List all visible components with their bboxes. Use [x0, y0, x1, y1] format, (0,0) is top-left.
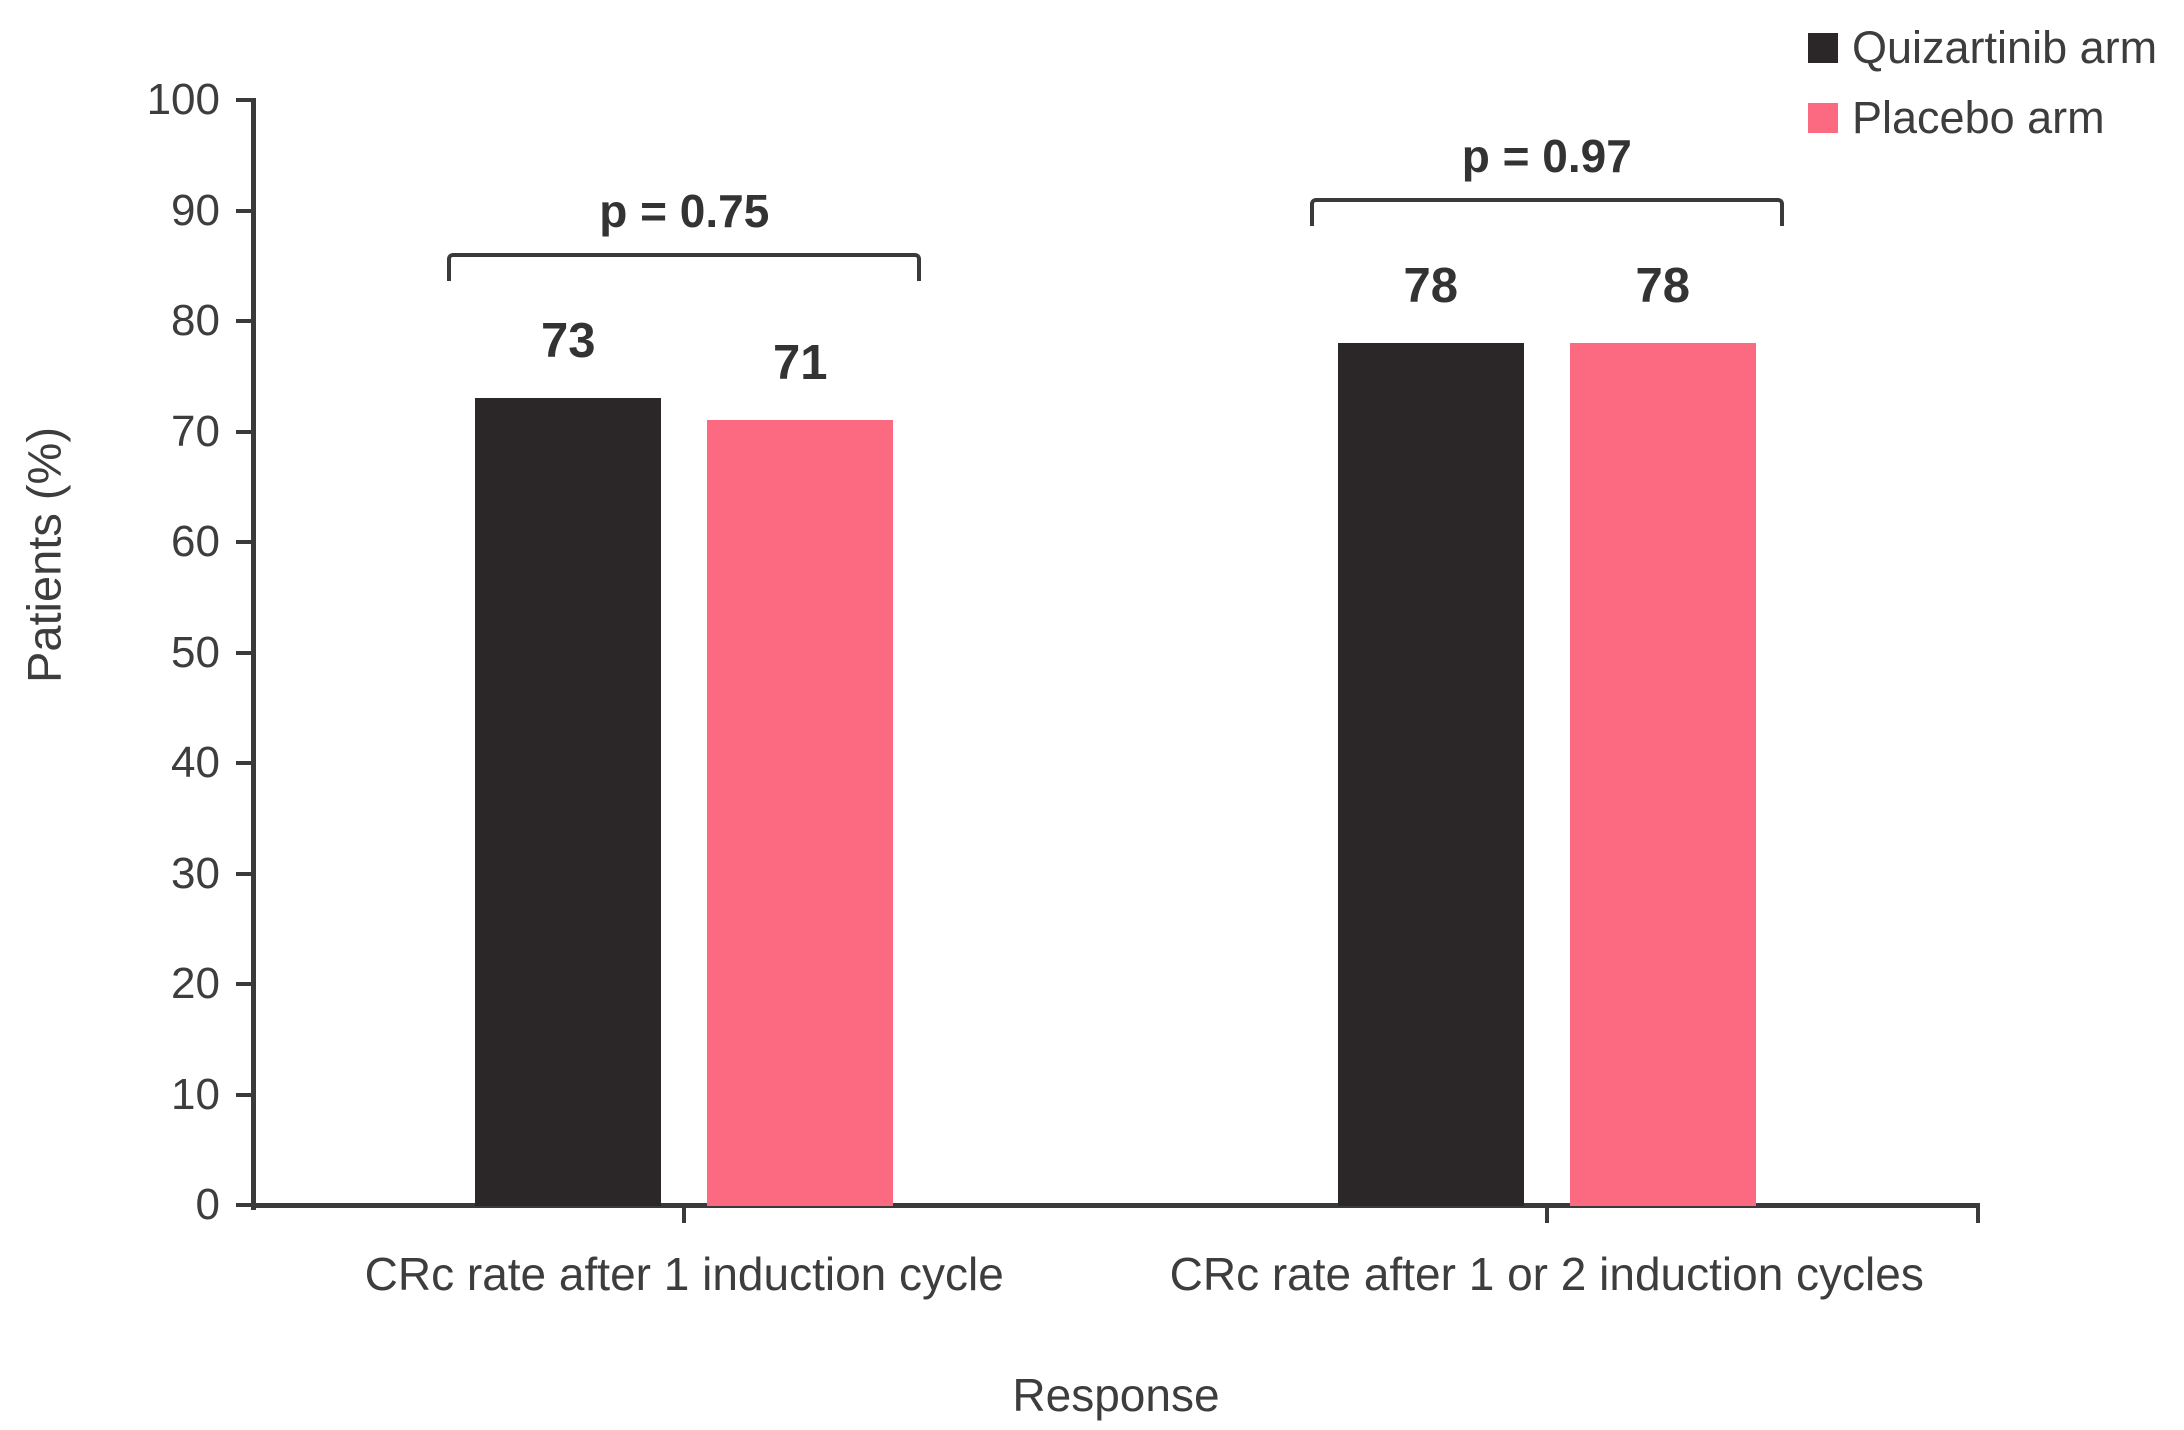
y-axis-tick	[236, 540, 251, 544]
x-category-label: CRc rate after 1 or 2 induction cycles	[1169, 1248, 1924, 1300]
y-axis-tick-label: 80	[171, 296, 220, 345]
y-axis-tick-label: 30	[171, 848, 220, 898]
bar-value-label: 78	[1635, 259, 1690, 314]
y-axis-tick	[236, 208, 251, 213]
y-axis-tick	[236, 650, 251, 655]
y-axis-tick-label: 40	[171, 738, 220, 787]
x-category-label: CRc rate after 1 induction cycle	[364, 1248, 1004, 1300]
significance-bracket	[1309, 198, 1784, 227]
bar-value-label: 73	[540, 314, 596, 369]
y-axis-tick	[236, 429, 251, 434]
y-axis-tick-label: 20	[171, 959, 220, 1008]
bar-value-label: 71	[772, 336, 828, 391]
y-axis-line	[251, 98, 256, 1210]
bar-value-label: 78	[1403, 259, 1458, 314]
legend-label: Placebo arm	[1852, 92, 2105, 143]
p-value-label: p = 0.75	[599, 185, 770, 238]
x-axis-title: Response	[1012, 1369, 1220, 1421]
y-axis-tick	[236, 98, 251, 102]
bar-placebo-arm-category-1	[707, 420, 894, 1206]
y-axis-tick-label: 70	[171, 406, 220, 456]
y-axis-tick-label: 0	[195, 1180, 220, 1229]
legend-swatch-placebo-arm	[1808, 103, 1838, 133]
y-axis-tick-label: 90	[171, 185, 220, 235]
x-axis-end-tick	[1976, 1208, 1980, 1223]
y-axis-tick	[236, 1203, 251, 1207]
y-axis-tick	[236, 982, 251, 986]
legend-label: Quizartinib arm	[1852, 22, 2158, 73]
y-axis-tick-label: 100	[146, 75, 220, 124]
y-axis-tick-label: 50	[171, 627, 220, 677]
p-value-label: p = 0.97	[1461, 130, 1632, 183]
y-axis-tick	[236, 871, 251, 876]
x-axis-tick	[1544, 1208, 1549, 1223]
bar-quizartinib-arm-category-2	[1337, 343, 1524, 1206]
y-axis-tick-label: 60	[171, 517, 220, 566]
x-axis-line	[251, 1203, 1980, 1208]
bar-quizartinib-arm-category-1	[475, 398, 662, 1206]
y-axis-title: Patients (%)	[17, 427, 71, 683]
legend-swatch-quizartinib-arm	[1808, 33, 1838, 63]
y-axis-tick	[236, 319, 251, 323]
y-axis-tick-label: 10	[171, 1069, 220, 1119]
bar-placebo-arm-category-2	[1569, 343, 1756, 1206]
x-axis-tick	[682, 1208, 687, 1223]
significance-bracket	[447, 253, 922, 282]
y-axis-tick	[236, 1092, 251, 1097]
y-axis-tick	[236, 761, 251, 765]
